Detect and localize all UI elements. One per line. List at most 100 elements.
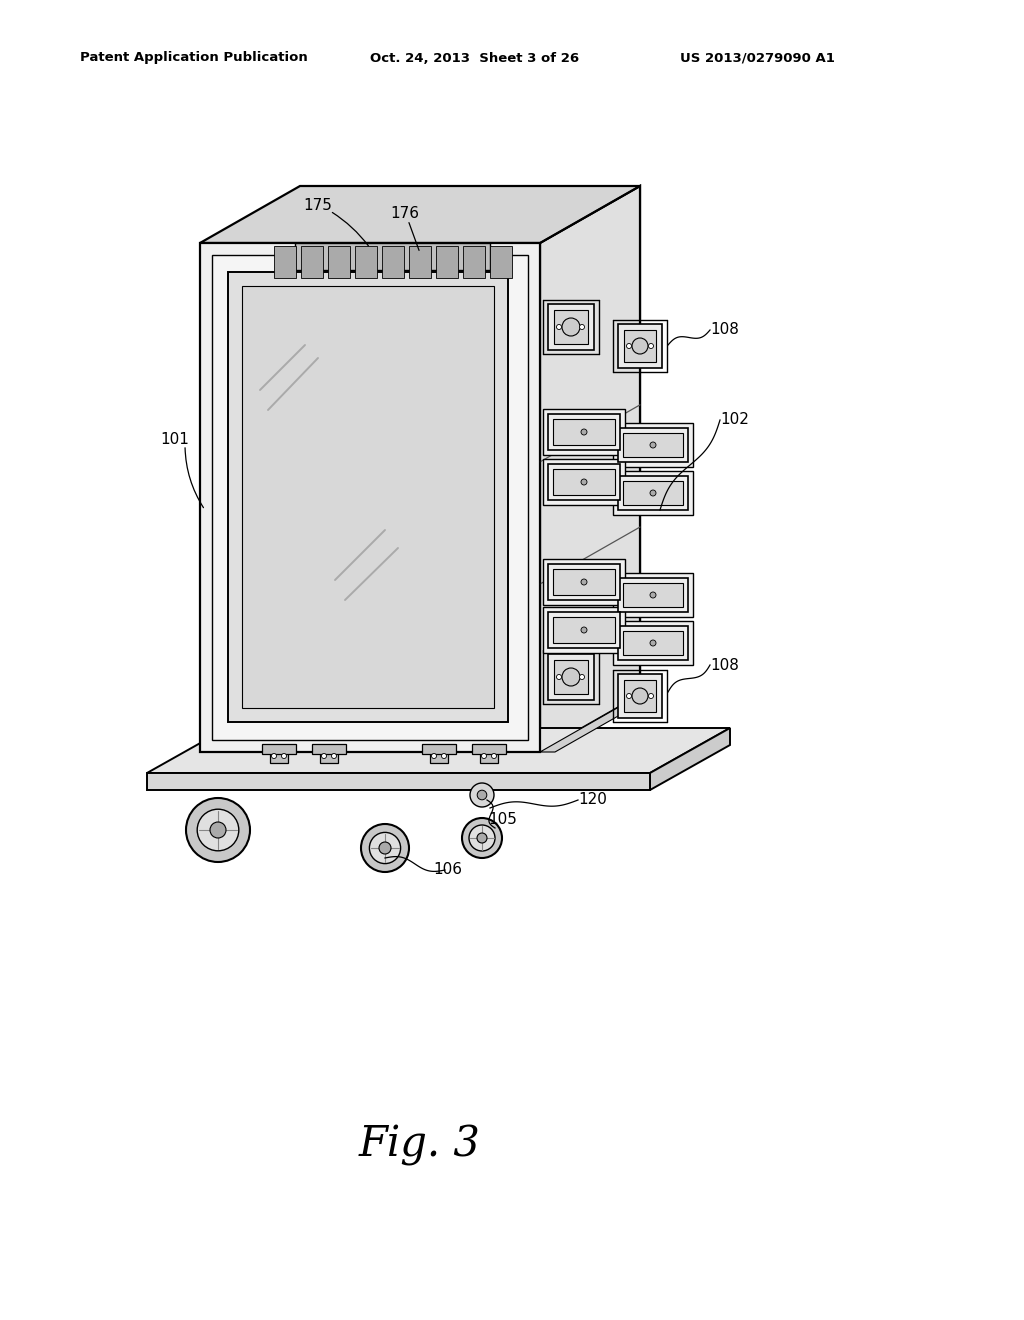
Circle shape <box>580 325 585 330</box>
Circle shape <box>271 754 276 759</box>
Polygon shape <box>554 660 588 694</box>
Polygon shape <box>613 471 693 515</box>
Polygon shape <box>147 729 730 774</box>
Polygon shape <box>382 246 403 279</box>
Polygon shape <box>623 433 683 457</box>
Polygon shape <box>319 748 338 763</box>
Circle shape <box>477 791 486 800</box>
Circle shape <box>650 442 656 447</box>
Polygon shape <box>430 748 449 763</box>
Circle shape <box>562 318 580 337</box>
Polygon shape <box>543 607 625 653</box>
Circle shape <box>581 579 587 585</box>
Circle shape <box>581 429 587 436</box>
Circle shape <box>361 824 409 873</box>
Text: 105: 105 <box>488 813 517 828</box>
Circle shape <box>370 833 400 863</box>
Circle shape <box>648 343 653 348</box>
Polygon shape <box>548 653 594 700</box>
Polygon shape <box>650 729 730 789</box>
Polygon shape <box>242 286 494 708</box>
Polygon shape <box>548 564 620 601</box>
Circle shape <box>556 325 561 330</box>
Circle shape <box>627 343 632 348</box>
Polygon shape <box>613 422 693 467</box>
Polygon shape <box>554 310 588 345</box>
Polygon shape <box>553 616 615 643</box>
Circle shape <box>556 675 561 680</box>
Circle shape <box>581 627 587 634</box>
Polygon shape <box>300 246 323 279</box>
Polygon shape <box>354 246 377 279</box>
Text: 108: 108 <box>710 657 739 672</box>
Polygon shape <box>618 675 662 718</box>
Circle shape <box>379 842 391 854</box>
Polygon shape <box>328 246 349 279</box>
Circle shape <box>441 754 446 759</box>
Circle shape <box>650 640 656 645</box>
Polygon shape <box>147 774 650 789</box>
Polygon shape <box>270 748 288 763</box>
Polygon shape <box>435 246 458 279</box>
Polygon shape <box>543 409 625 455</box>
Polygon shape <box>422 744 456 754</box>
Circle shape <box>469 825 495 851</box>
Polygon shape <box>540 696 655 752</box>
Polygon shape <box>623 480 683 506</box>
Polygon shape <box>295 243 490 271</box>
Polygon shape <box>262 744 296 754</box>
Polygon shape <box>273 246 296 279</box>
Polygon shape <box>553 469 615 495</box>
Circle shape <box>477 833 487 843</box>
Circle shape <box>470 783 494 807</box>
Text: 102: 102 <box>720 412 749 428</box>
Polygon shape <box>540 186 640 752</box>
Circle shape <box>492 754 497 759</box>
Circle shape <box>282 754 287 759</box>
Circle shape <box>562 668 580 686</box>
Polygon shape <box>618 477 688 510</box>
Text: Oct. 24, 2013  Sheet 3 of 26: Oct. 24, 2013 Sheet 3 of 26 <box>370 51 580 65</box>
Circle shape <box>332 754 337 759</box>
Polygon shape <box>212 255 528 741</box>
Polygon shape <box>312 744 346 754</box>
Polygon shape <box>409 246 430 279</box>
Circle shape <box>322 754 327 759</box>
Circle shape <box>198 809 239 851</box>
Polygon shape <box>618 323 662 368</box>
Text: 101: 101 <box>161 433 189 447</box>
Circle shape <box>210 822 226 838</box>
Circle shape <box>632 338 648 354</box>
Polygon shape <box>548 465 620 500</box>
Text: 108: 108 <box>710 322 739 338</box>
Circle shape <box>627 693 632 698</box>
Polygon shape <box>463 246 484 279</box>
Polygon shape <box>613 620 693 665</box>
Circle shape <box>650 490 656 496</box>
Polygon shape <box>623 583 683 607</box>
Polygon shape <box>200 243 540 752</box>
Polygon shape <box>543 558 625 605</box>
Text: US 2013/0279090 A1: US 2013/0279090 A1 <box>680 51 835 65</box>
Text: 176: 176 <box>390 206 419 220</box>
Polygon shape <box>553 418 615 445</box>
Polygon shape <box>472 744 506 754</box>
Text: Patent Application Publication: Patent Application Publication <box>80 51 308 65</box>
Circle shape <box>431 754 436 759</box>
Circle shape <box>481 754 486 759</box>
Circle shape <box>186 799 250 862</box>
Polygon shape <box>489 246 512 279</box>
Text: 175: 175 <box>303 198 333 213</box>
Circle shape <box>462 818 502 858</box>
Circle shape <box>632 688 648 704</box>
Polygon shape <box>553 569 615 595</box>
Text: 106: 106 <box>433 862 463 878</box>
Polygon shape <box>548 304 594 350</box>
Circle shape <box>581 479 587 484</box>
Polygon shape <box>623 631 683 655</box>
Text: Fig. 3: Fig. 3 <box>359 1125 481 1166</box>
Polygon shape <box>624 330 656 362</box>
Circle shape <box>650 591 656 598</box>
Circle shape <box>648 693 653 698</box>
Polygon shape <box>228 272 508 722</box>
